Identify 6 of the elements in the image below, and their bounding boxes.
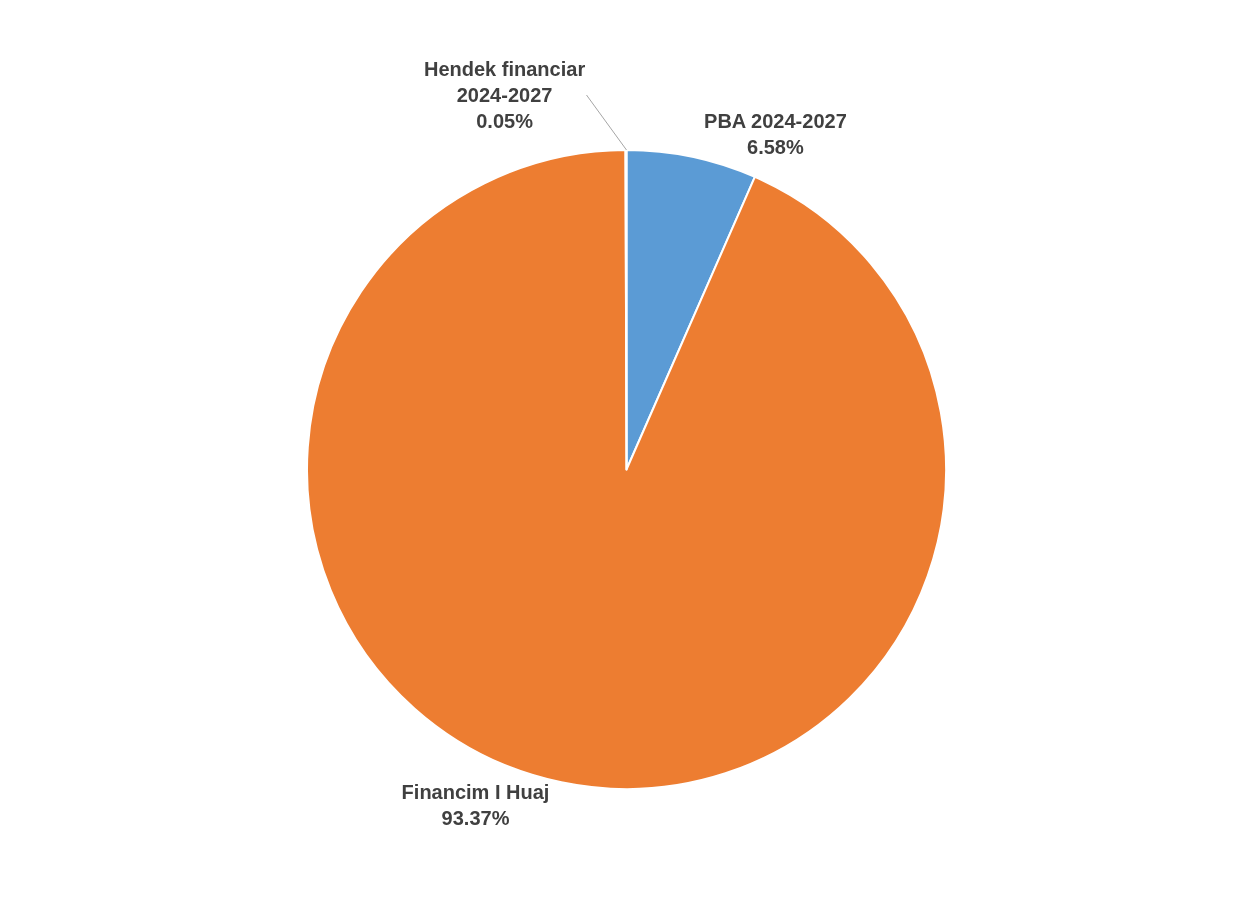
slice-label: Financim I Huaj — [401, 781, 550, 804]
slice-label: PBA 2024-2027 — [704, 109, 847, 132]
data-label: 93.37% — [441, 807, 510, 830]
data-label: 6.58% — [747, 135, 804, 158]
data-label: 0.05% — [476, 110, 534, 132]
slice-label: Hendek financiar 2024-2027 — [424, 58, 586, 106]
